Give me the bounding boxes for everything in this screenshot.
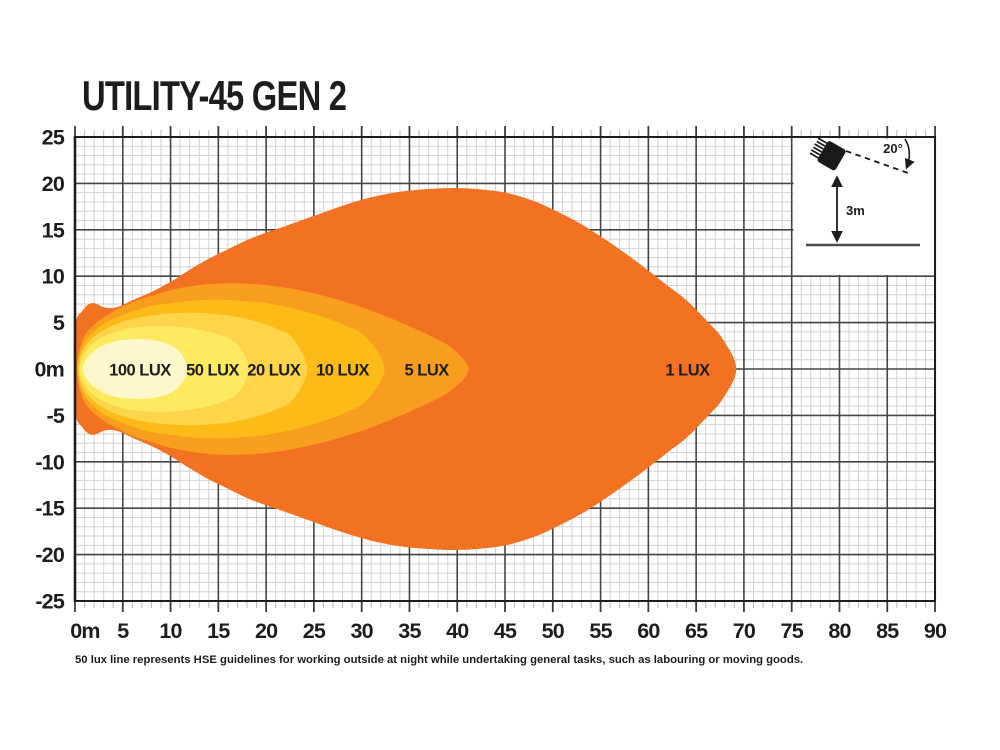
zone-label-10-lux: 10 LUX	[316, 362, 369, 380]
x-tick-label: 40	[446, 619, 469, 643]
y-tick-label: -15	[35, 497, 65, 521]
mounting-inset: 20° 3m	[793, 137, 934, 275]
x-tick-label: 80	[828, 619, 851, 643]
page-title: UTILITY-45 GEN 2	[82, 72, 347, 119]
x-tick-label: 70	[733, 619, 756, 643]
x-tick-label: 65	[685, 619, 708, 643]
beam-angle-dashed-line	[845, 150, 909, 174]
x-tick-label: 0m	[70, 619, 99, 643]
x-tick-label: 60	[637, 619, 660, 643]
x-tick-label: 75	[781, 619, 804, 643]
x-tick-label: 35	[398, 619, 421, 643]
x-tick-label: 45	[494, 619, 517, 643]
axis-labels: 0m 5 10 15 20 25 30 35 40 45 50 55 60 65 70 75 80 85 90 25 2…	[35, 126, 948, 644]
y-tick-label: 5	[53, 311, 65, 335]
y-tick-label: -25	[35, 590, 65, 614]
x-tick-label: 55	[589, 619, 612, 643]
zone-label-5-lux: 5 LUX	[405, 362, 450, 380]
x-tick-label: 50	[542, 619, 565, 643]
y-tick-label: 25	[42, 126, 65, 150]
work-light-icon	[809, 137, 846, 171]
y-tick-label: 15	[42, 218, 65, 242]
x-tick-label: 85	[876, 619, 899, 643]
lux-zone-labels: 1 LUX 5 LUX 10 LUX 20 LUX 50 LUX 100 LUX	[109, 362, 710, 380]
zone-label-1-lux: 1 LUX	[665, 362, 710, 380]
x-tick-label: 25	[303, 619, 326, 643]
y-tick-label: -10	[35, 450, 65, 474]
x-tick-label: 15	[207, 619, 230, 643]
angle-label: 20°	[883, 141, 903, 156]
y-tick-label: 0m	[35, 358, 64, 382]
lamp-head	[817, 141, 846, 171]
y-tick-label: 20	[42, 172, 65, 196]
x-tick-label: 5	[117, 619, 129, 643]
axes	[73, 126, 937, 612]
zone-label-20-lux: 20 LUX	[247, 362, 300, 380]
height-label: 3m	[846, 203, 865, 218]
angle-arrow	[904, 138, 915, 170]
y-tick-label: -5	[46, 404, 64, 428]
y-tick-label: 10	[42, 265, 65, 289]
x-tick-label: 90	[924, 619, 947, 643]
lux-zones	[75, 187, 737, 551]
zone-label-100-lux: 100 LUX	[109, 362, 171, 380]
zone-100-lux	[82, 339, 188, 399]
y-tick-label: -20	[35, 543, 65, 567]
zone-label-50-lux: 50 LUX	[186, 362, 239, 380]
x-tick-label: 20	[255, 619, 278, 643]
footnote: 50 lux line represents HSE guidelines fo…	[75, 654, 804, 666]
lamp-fins-icon	[809, 137, 828, 159]
x-tick-label: 30	[351, 619, 374, 643]
x-tick-label: 10	[159, 619, 182, 643]
